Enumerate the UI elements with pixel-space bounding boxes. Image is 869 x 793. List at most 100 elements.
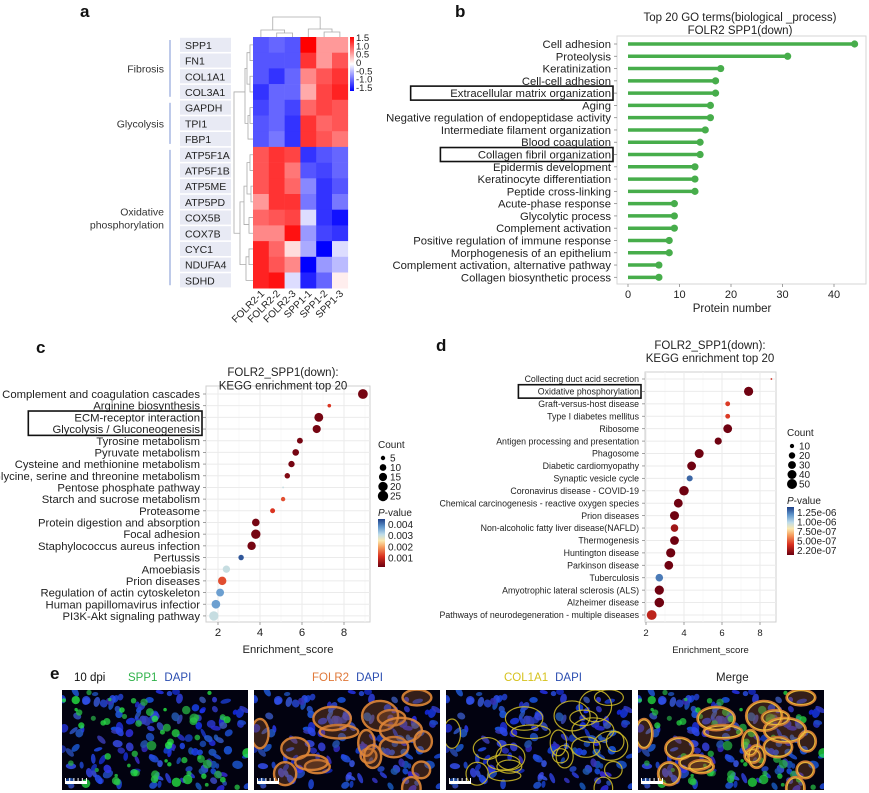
enrichment-dot bbox=[725, 401, 731, 407]
nucleus-dapi bbox=[220, 772, 228, 777]
nucleus-dapi bbox=[285, 696, 293, 707]
heatmap-cell bbox=[332, 146, 349, 163]
pvalue-colorbar bbox=[378, 519, 385, 567]
category-label: Keratinocyte differentiation bbox=[477, 174, 611, 186]
spp1-signal bbox=[644, 760, 650, 766]
enrichment-dot bbox=[211, 599, 221, 609]
nucleus-dapi bbox=[337, 697, 346, 703]
scale-bar-tick bbox=[86, 778, 87, 781]
nucleus-dapi bbox=[693, 693, 700, 701]
folr2-signal bbox=[318, 723, 360, 740]
channel-label: FOLR2 bbox=[312, 672, 350, 684]
nucleus-dapi bbox=[621, 719, 631, 725]
column-dendrogram bbox=[260, 16, 341, 37]
highlight-box bbox=[409, 85, 614, 101]
colocalization-signal bbox=[748, 745, 765, 768]
nucleus-dapi bbox=[71, 743, 80, 752]
heatmap-cell bbox=[300, 225, 317, 242]
nucleus-dapi bbox=[791, 763, 796, 769]
spp1-signal bbox=[189, 717, 198, 726]
nucleus-dapi bbox=[569, 766, 577, 772]
spp1-signal bbox=[127, 763, 131, 768]
nucleus-dapi bbox=[277, 768, 285, 778]
panel-letter-c: c bbox=[36, 338, 46, 357]
category-label: Complement activation, alternative pathw… bbox=[392, 260, 611, 272]
folr2-dapi-title: FOLR2 DAPI bbox=[312, 672, 390, 684]
folr2-signal bbox=[254, 717, 270, 750]
lollipop-dot bbox=[691, 175, 699, 183]
heatmap-cell bbox=[284, 52, 301, 69]
pvalue-colorbar bbox=[787, 507, 794, 555]
category-label: Pertussis bbox=[154, 553, 201, 565]
nucleus-dapi bbox=[455, 690, 463, 697]
scale-bar-tick bbox=[470, 778, 471, 781]
row-label: COX7B bbox=[185, 228, 221, 240]
nucleus-dapi bbox=[538, 774, 548, 781]
row-label: ATP5F1B bbox=[185, 165, 230, 177]
nucleus-dapi bbox=[501, 693, 508, 701]
category-label: Complement and coagulation cascades bbox=[2, 389, 200, 401]
heatmap-cell bbox=[284, 99, 301, 116]
spp1-signal bbox=[121, 713, 128, 720]
colorbar-tick: 0 bbox=[356, 58, 361, 69]
color-legend-title: P-value bbox=[787, 496, 821, 507]
nucleus-dapi bbox=[257, 763, 269, 770]
nucleus-dapi bbox=[429, 719, 439, 725]
category-label: Staphylococcus aureus infection bbox=[38, 541, 200, 553]
nucleus-dapi bbox=[449, 763, 461, 770]
category-label: Prion diseases bbox=[581, 511, 639, 521]
color-legend-label: 1.25e-06 bbox=[797, 508, 837, 519]
heatmap-cell bbox=[316, 209, 333, 226]
spp1-signal bbox=[703, 763, 707, 768]
enrichment-dot bbox=[284, 473, 291, 479]
lollipop-dot bbox=[711, 77, 720, 85]
heatmap-cell bbox=[316, 131, 333, 148]
lollipop-dot bbox=[784, 52, 792, 60]
col1a1-signal bbox=[496, 759, 523, 774]
colorbar-tick: 0.5 bbox=[356, 50, 369, 61]
colocalization-signal bbox=[742, 730, 759, 756]
color-legend-label: 0.002 bbox=[388, 542, 413, 553]
nucleus-dapi bbox=[282, 763, 289, 771]
nucleus-dapi bbox=[808, 709, 814, 715]
spp1-signal bbox=[111, 776, 120, 785]
enrichment-dot bbox=[288, 460, 295, 468]
nucleus-dapi bbox=[157, 760, 163, 768]
nucleus-dapi bbox=[176, 757, 181, 765]
heatmap-cell bbox=[332, 178, 349, 195]
nucleus-dapi bbox=[199, 696, 206, 704]
nucleus-dapi bbox=[358, 691, 365, 697]
nucleus-dapi bbox=[733, 760, 739, 768]
enrichment-dot bbox=[770, 378, 773, 380]
category-label: Huntington disease bbox=[564, 548, 639, 558]
nucleus-dapi bbox=[477, 696, 485, 707]
nucleus-dapi bbox=[213, 734, 219, 741]
highlight-box bbox=[439, 146, 614, 163]
heatmap-cell bbox=[300, 162, 317, 179]
color-legend-label: 5.00e-07 bbox=[797, 537, 837, 548]
nucleus-dapi bbox=[600, 785, 609, 790]
row-label: GAPDH bbox=[185, 103, 222, 115]
size-legend-label: 40 bbox=[799, 470, 811, 481]
timepoint-label: 10 dpi bbox=[74, 672, 106, 684]
nucleus-dapi bbox=[115, 727, 124, 737]
heatmap-cell bbox=[300, 99, 317, 116]
col1a1-signal bbox=[593, 690, 624, 706]
folr2-signal bbox=[702, 723, 744, 740]
heatmap-cell bbox=[332, 256, 349, 273]
nucleus-dapi bbox=[91, 692, 99, 697]
enrichment-dot bbox=[743, 386, 754, 397]
heatmap-cell bbox=[332, 194, 349, 210]
nucleus-dapi bbox=[62, 724, 69, 733]
heatmap-cell bbox=[284, 194, 301, 210]
nucleus-dapi bbox=[717, 715, 727, 726]
row-label-box bbox=[180, 37, 231, 52]
kegg-dotplot-c: FOLR2_SPP1(down): KEGG enrichment top 20 C… bbox=[0, 367, 413, 656]
nucleus-dapi bbox=[223, 745, 233, 755]
colocalization-signal bbox=[797, 761, 814, 778]
x-tick-label: 4 bbox=[257, 627, 263, 639]
size-legend-label: 50 bbox=[799, 480, 811, 491]
category-label: Ribosome bbox=[599, 424, 639, 434]
heatmap-cell bbox=[316, 99, 333, 116]
spp1-signal bbox=[207, 690, 212, 696]
